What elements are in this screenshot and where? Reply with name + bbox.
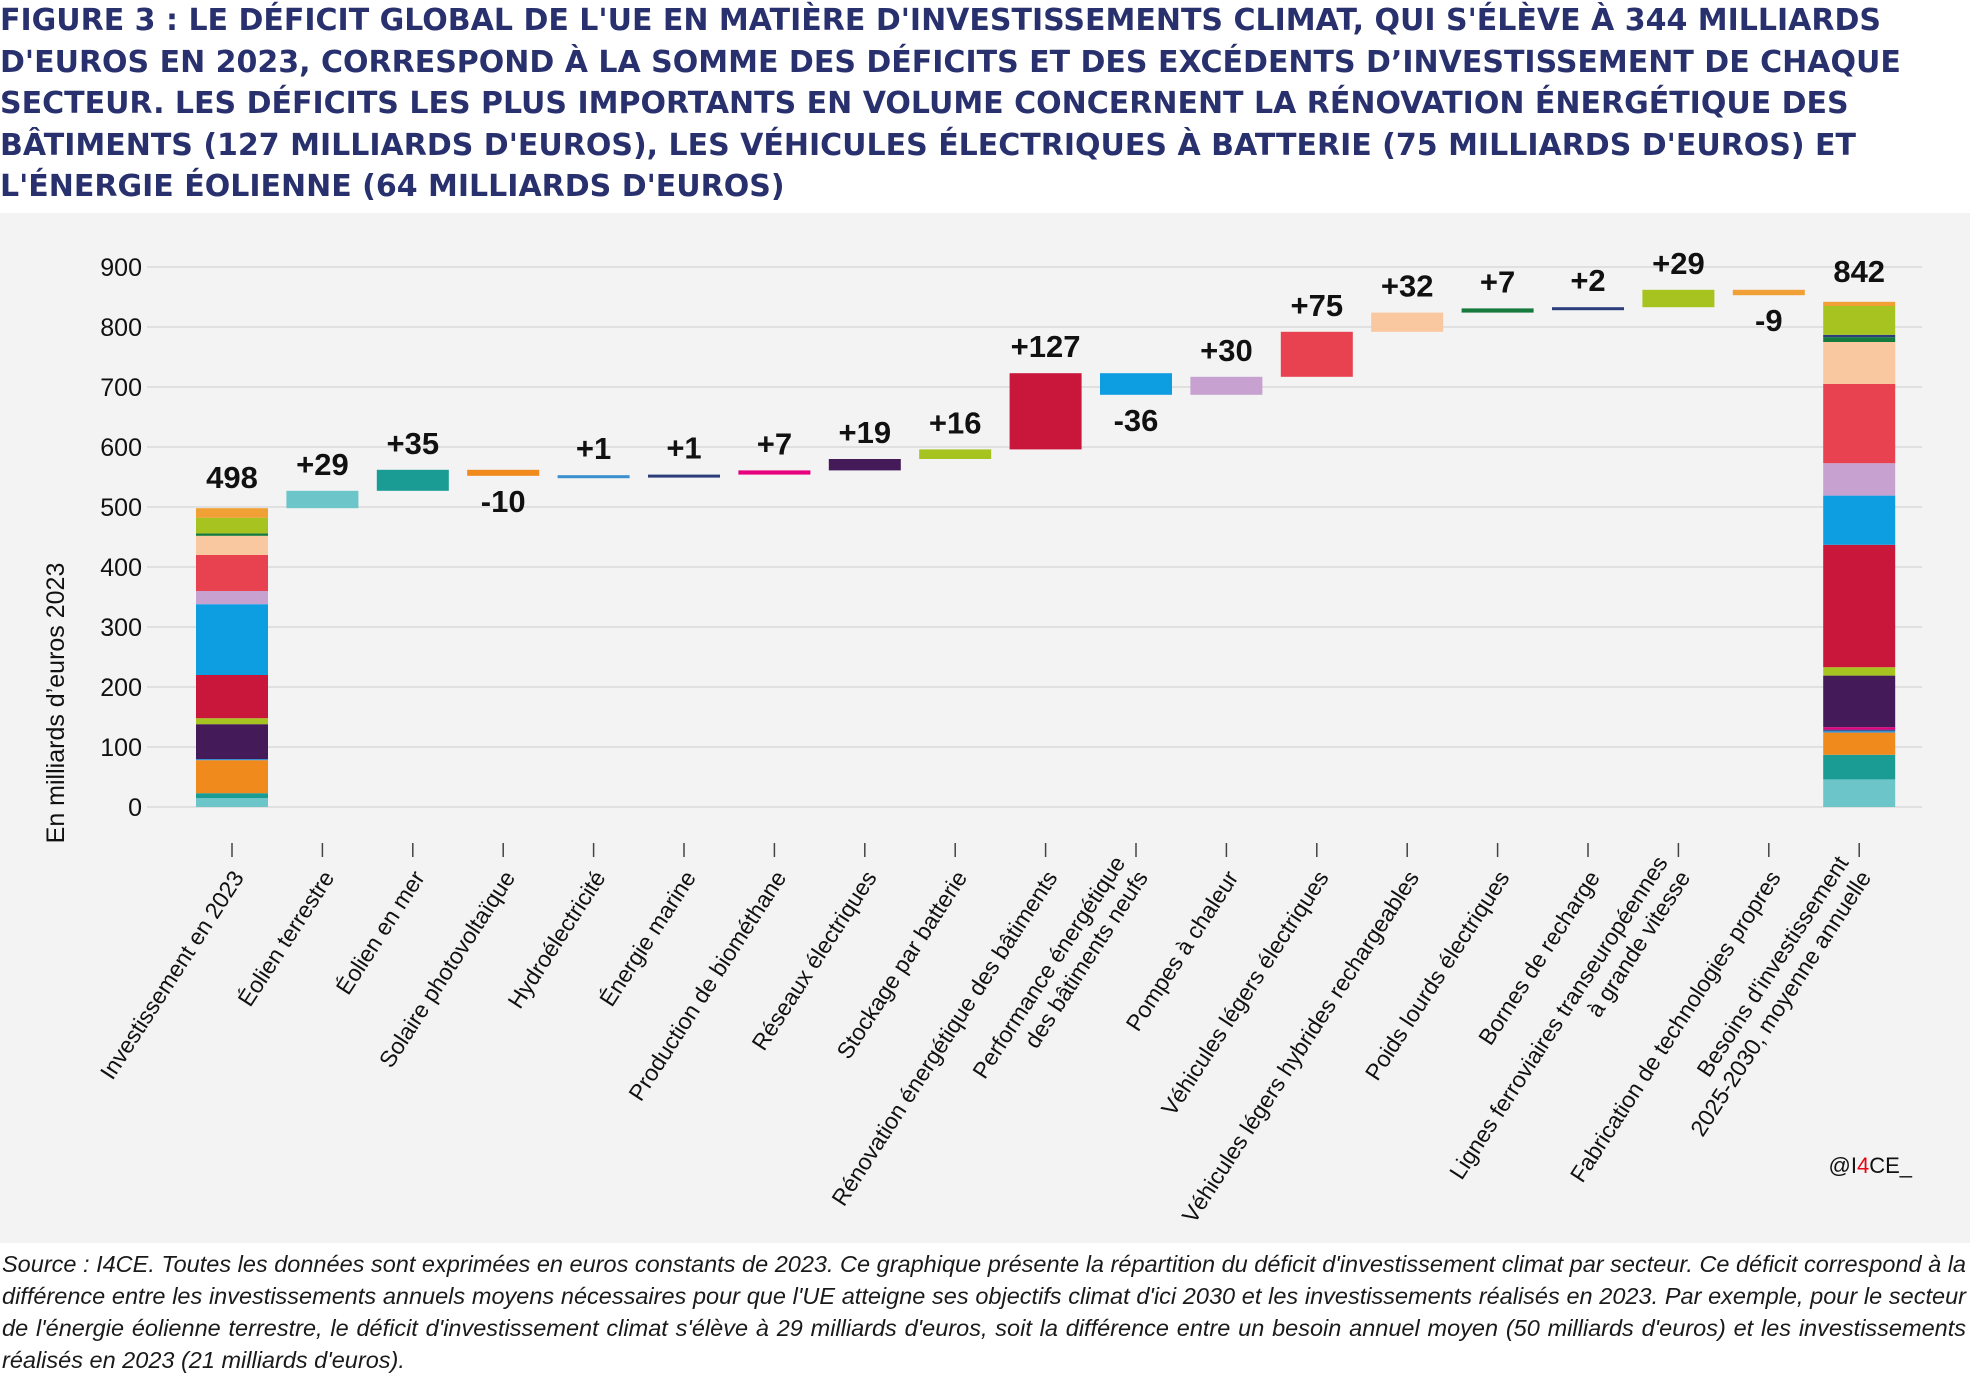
data-label: +7 [1480, 264, 1515, 299]
stack-segment [1823, 754, 1896, 780]
x-category-label: Investissement en 2023 [95, 866, 249, 1084]
stack-segment [1823, 384, 1896, 464]
bars [196, 289, 1896, 807]
waterfall-step-bar [919, 449, 992, 459]
x-category-label: Énergie marine [594, 866, 701, 1011]
x-category-label: Éolien en mer [331, 866, 430, 999]
stack-segment [1823, 727, 1896, 730]
y-tick-label: 200 [100, 674, 142, 702]
stack-segment [196, 798, 268, 807]
y-tick-label: 600 [100, 434, 142, 462]
stack-segment [1823, 337, 1896, 342]
waterfall-step-bar [286, 490, 359, 509]
data-label: +127 [1011, 329, 1081, 364]
data-label: +35 [387, 426, 440, 461]
y-tick-label: 400 [100, 554, 142, 582]
stack-segment [1823, 730, 1896, 733]
waterfall-step-bar [1461, 308, 1534, 313]
y-tick-label: 500 [100, 494, 142, 522]
data-label: +75 [1291, 288, 1344, 323]
data-label: +32 [1381, 269, 1434, 304]
credit-prefix: @I [1828, 1153, 1857, 1178]
y-tick-label: 800 [100, 314, 142, 342]
stack-segment [196, 591, 268, 605]
data-label: +30 [1200, 333, 1253, 368]
waterfall-step-bar [1009, 373, 1082, 450]
y-tick-label: 900 [100, 254, 142, 282]
stack-segment [1823, 495, 1896, 545]
stack-segment [1823, 342, 1896, 384]
stack-segment [1823, 306, 1896, 335]
data-label: +1 [666, 431, 701, 466]
stack-segment [196, 533, 268, 536]
waterfall-step-bar [1100, 373, 1172, 395]
data-label: +29 [1652, 246, 1705, 281]
stack-segment [1823, 463, 1896, 496]
gridlines [147, 266, 1922, 808]
credit-suffix: CE_ [1869, 1153, 1912, 1178]
waterfall-step-bar [1732, 289, 1805, 296]
stack-segment [196, 555, 268, 591]
data-label: +16 [929, 405, 982, 440]
y-tick-label: 0 [128, 794, 142, 822]
data-label: +1 [576, 431, 611, 466]
waterfall-step-bar [648, 474, 720, 478]
credit-handle: @I4CE_ [1829, 1153, 1913, 1179]
x-category-label: Hydroélectricité [502, 866, 610, 1013]
stack-segment [196, 724, 268, 759]
stack-segment [196, 759, 268, 761]
waterfall-step-bar [738, 470, 811, 475]
data-label: +2 [1570, 263, 1605, 298]
data-label: +19 [839, 415, 892, 450]
stack-segment [196, 508, 268, 518]
y-tick-label: 700 [100, 374, 142, 402]
y-tick-label: 300 [100, 614, 142, 642]
x-category-label: Production de biométhane [623, 866, 791, 1105]
stack-segment [1823, 675, 1896, 728]
waterfall-step-bar [828, 459, 901, 471]
stack-segment [196, 675, 268, 719]
stack-segment [196, 604, 268, 675]
x-category-label: Éolien terrestre [233, 866, 340, 1011]
y-tick-label: 100 [100, 734, 142, 762]
waterfall-step-bar [1190, 376, 1263, 395]
data-label: -10 [481, 484, 526, 519]
waterfall-step-bar [376, 469, 449, 491]
stack-segment [1823, 732, 1896, 755]
stack-segment [196, 793, 268, 798]
y-axis-label: En milliards d’euros 2023 [42, 563, 70, 844]
stack-segment [1823, 667, 1896, 676]
data-label: -36 [1114, 403, 1159, 438]
stack-segment [1823, 544, 1896, 668]
stack-segment [196, 535, 268, 555]
waterfall-step-bar [557, 475, 630, 479]
stack-segment [196, 760, 268, 794]
x-category-label: Véhicules légers électriques [1156, 866, 1334, 1120]
data-labels: 498 +29 +35 -10 +1 +1 +7 +19 +16 +127 -36 +30 +75 +32… [206, 246, 1885, 519]
stack-segment [196, 517, 268, 534]
stack-segment [1823, 334, 1896, 338]
y-axis-ticks: 0 100 200 300 400 500 600 700 800 900 [100, 254, 142, 822]
waterfall-step-bar [1371, 312, 1444, 332]
waterfall-step-bar [1280, 331, 1353, 377]
figure-title: FIGURE 3 : LE DÉFICIT GLOBAL DE L'UE EN … [0, 3, 1901, 204]
data-label: +7 [757, 426, 792, 461]
waterfall-step-bar [467, 469, 540, 476]
waterfall-step-bar [1552, 307, 1624, 311]
credit-accent: 4 [1856, 1153, 1870, 1178]
data-label: 842 [1833, 254, 1885, 289]
data-label: +29 [296, 447, 349, 482]
waterfall-step-bar [1642, 289, 1715, 308]
stack-segment [1823, 729, 1896, 731]
stack-segment [1823, 779, 1896, 807]
waterfall-chart: 0 100 200 300 400 500 600 700 800 900 En milliard… [42, 246, 1922, 1227]
chart-panel: 0 100 200 300 400 500 600 700 800 900 En milliard… [0, 213, 1970, 1243]
data-label: -9 [1755, 303, 1783, 338]
source-note: Source : I4CE. Toutes les données sont e… [2, 1251, 1966, 1373]
data-label: 498 [206, 460, 258, 495]
stack-segment [1823, 301, 1896, 306]
stack-segment [196, 718, 268, 725]
